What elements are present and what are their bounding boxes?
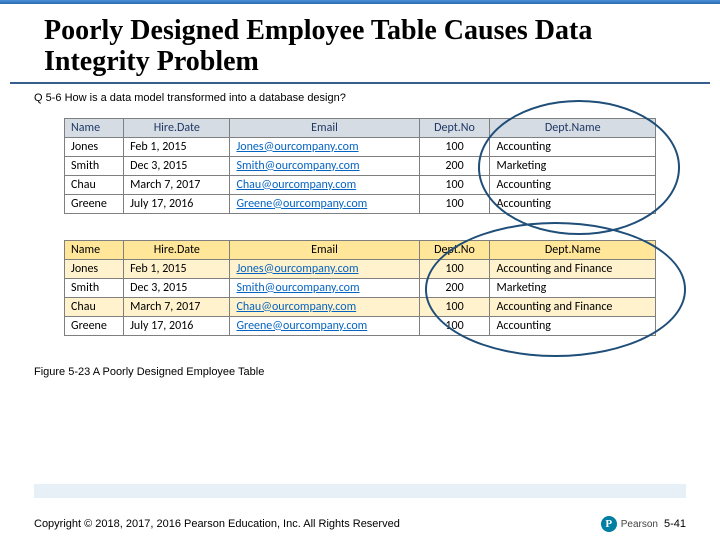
cell-deptno: 100 — [419, 175, 490, 194]
cell-email: Smith@ourcompany.com — [230, 156, 419, 175]
col-header: Hire.Date — [124, 240, 230, 259]
cell-deptno: 100 — [419, 259, 490, 278]
table-row: Smith Dec 3, 2015 Smith@ourcompany.com 2… — [65, 156, 656, 175]
cell-deptno: 200 — [419, 156, 490, 175]
table-row: Greene July 17, 2016 Greene@ourcompany.c… — [65, 194, 656, 213]
col-header: Name — [65, 118, 124, 137]
table-row: Jones Feb 1, 2015 Jones@ourcompany.com 1… — [65, 137, 656, 156]
cell-deptname: Marketing — [490, 278, 656, 297]
cell-name: Greene — [65, 194, 124, 213]
table-header-row: Name Hire.Date Email Dept.No Dept.Name — [65, 240, 656, 259]
cell-date: Feb 1, 2015 — [124, 259, 230, 278]
table-row: Jones Feb 1, 2015 Jones@ourcompany.com 1… — [65, 259, 656, 278]
cell-email: Jones@ourcompany.com — [230, 137, 419, 156]
cell-email: Chau@ourcompany.com — [230, 297, 419, 316]
table-row: Chau March 7, 2017 Chau@ourcompany.com 1… — [65, 297, 656, 316]
cell-date: July 17, 2016 — [124, 316, 230, 335]
cell-date: Dec 3, 2015 — [124, 156, 230, 175]
cell-deptno: 100 — [419, 297, 490, 316]
table-2-wrap: Name Hire.Date Email Dept.No Dept.Name J… — [64, 240, 656, 336]
cell-deptno: 200 — [419, 278, 490, 297]
pearson-logo: P Pearson — [601, 516, 658, 532]
cell-date: March 7, 2017 — [124, 297, 230, 316]
cell-date: Dec 3, 2015 — [124, 278, 230, 297]
footer: Copyright © 2018, 2017, 2016 Pearson Edu… — [0, 508, 720, 540]
footer-band — [34, 484, 686, 498]
cell-deptno: 100 — [419, 316, 490, 335]
cell-date: July 17, 2016 — [124, 194, 230, 213]
col-header: Dept.Name — [490, 118, 656, 137]
cell-name: Smith — [65, 156, 124, 175]
cell-email: Greene@ourcompany.com — [230, 194, 419, 213]
pearson-name: Pearson — [621, 519, 658, 530]
col-header: Email — [230, 118, 419, 137]
pearson-p-icon: P — [601, 516, 617, 532]
cell-name: Greene — [65, 316, 124, 335]
figure-caption: Figure 5-23 A Poorly Designed Employee T… — [0, 358, 720, 378]
col-header: Dept.Name — [490, 240, 656, 259]
col-header: Email — [230, 240, 419, 259]
cell-deptname: Accounting — [490, 194, 656, 213]
question-text: Q 5-6 How is a data model transformed in… — [0, 84, 720, 118]
page-number: 5-41 — [664, 518, 686, 530]
cell-email: Smith@ourcompany.com — [230, 278, 419, 297]
cell-email: Jones@ourcompany.com — [230, 259, 419, 278]
footer-right: P Pearson 5-41 — [601, 516, 686, 532]
cell-email: Greene@ourcompany.com — [230, 316, 419, 335]
employee-table-2: Name Hire.Date Email Dept.No Dept.Name J… — [64, 240, 656, 336]
cell-deptname: Accounting — [490, 316, 656, 335]
cell-date: Feb 1, 2015 — [124, 137, 230, 156]
cell-deptname: Marketing — [490, 156, 656, 175]
cell-date: March 7, 2017 — [124, 175, 230, 194]
cell-name: Jones — [65, 137, 124, 156]
table-row: Greene July 17, 2016 Greene@ourcompany.c… — [65, 316, 656, 335]
col-header: Dept.No — [419, 118, 490, 137]
cell-deptname: Accounting — [490, 137, 656, 156]
table-1-wrap: Name Hire.Date Email Dept.No Dept.Name J… — [64, 118, 656, 214]
cell-deptname: Accounting and Finance — [490, 297, 656, 316]
cell-deptname: Accounting — [490, 175, 656, 194]
cell-name: Chau — [65, 175, 124, 194]
table-row: Chau March 7, 2017 Chau@ourcompany.com 1… — [65, 175, 656, 194]
cell-name: Jones — [65, 259, 124, 278]
cell-deptno: 100 — [419, 194, 490, 213]
cell-deptname: Accounting and Finance — [490, 259, 656, 278]
col-header: Hire.Date — [124, 118, 230, 137]
col-header: Name — [65, 240, 124, 259]
copyright-text: Copyright © 2018, 2017, 2016 Pearson Edu… — [34, 518, 400, 530]
cell-name: Chau — [65, 297, 124, 316]
cell-name: Smith — [65, 278, 124, 297]
table-row: Smith Dec 3, 2015 Smith@ourcompany.com 2… — [65, 278, 656, 297]
slide-title: Poorly Designed Employee Table Causes Da… — [10, 4, 710, 84]
col-header: Dept.No — [419, 240, 490, 259]
cell-email: Chau@ourcompany.com — [230, 175, 419, 194]
cell-deptno: 100 — [419, 137, 490, 156]
employee-table-1: Name Hire.Date Email Dept.No Dept.Name J… — [64, 118, 656, 214]
table-header-row: Name Hire.Date Email Dept.No Dept.Name — [65, 118, 656, 137]
